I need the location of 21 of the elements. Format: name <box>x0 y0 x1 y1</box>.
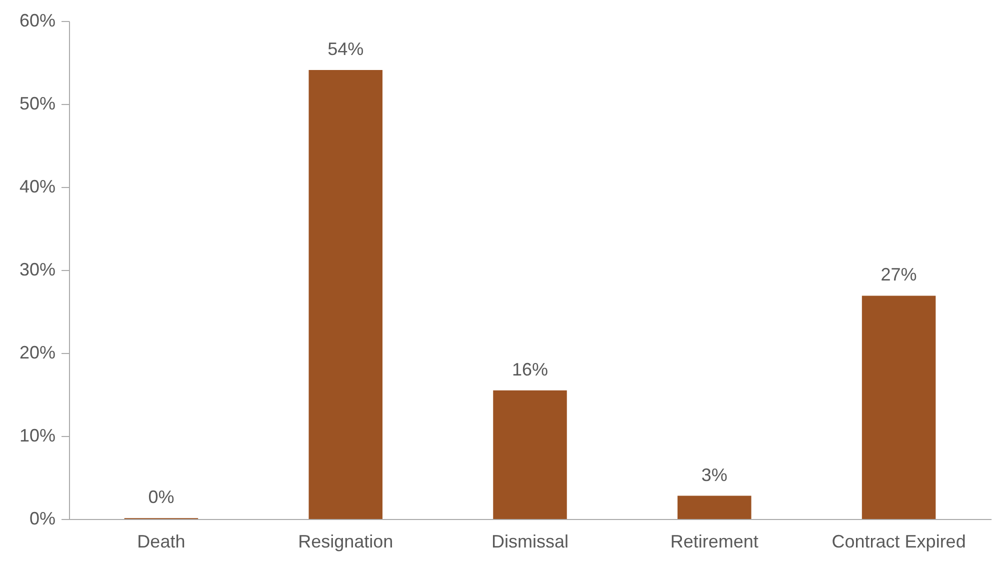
y-tick-label: 50% <box>19 94 56 114</box>
x-tick-label: Death <box>137 532 186 552</box>
x-tick-label: Dismissal <box>491 532 569 552</box>
y-tick-label: 20% <box>19 342 56 362</box>
y-tick-label: 0% <box>29 508 56 528</box>
y-tick-label: 60% <box>19 10 56 30</box>
bar <box>862 296 936 519</box>
data-label: 54% <box>328 38 364 59</box>
data-label: 0% <box>148 487 174 508</box>
x-tick-label: Retirement <box>670 532 758 552</box>
x-tick-label: Contract Expired <box>832 532 966 552</box>
data-label: 27% <box>880 264 917 285</box>
bar <box>308 70 382 519</box>
bar <box>493 390 567 519</box>
y-tick-label: 10% <box>19 426 56 446</box>
bar <box>678 496 752 519</box>
y-tick-label: 30% <box>19 260 56 280</box>
data-label: 16% <box>512 359 548 380</box>
data-label: 3% <box>701 464 728 485</box>
y-tick-label: 40% <box>19 176 56 196</box>
x-tick-label: Resignation <box>298 532 394 552</box>
